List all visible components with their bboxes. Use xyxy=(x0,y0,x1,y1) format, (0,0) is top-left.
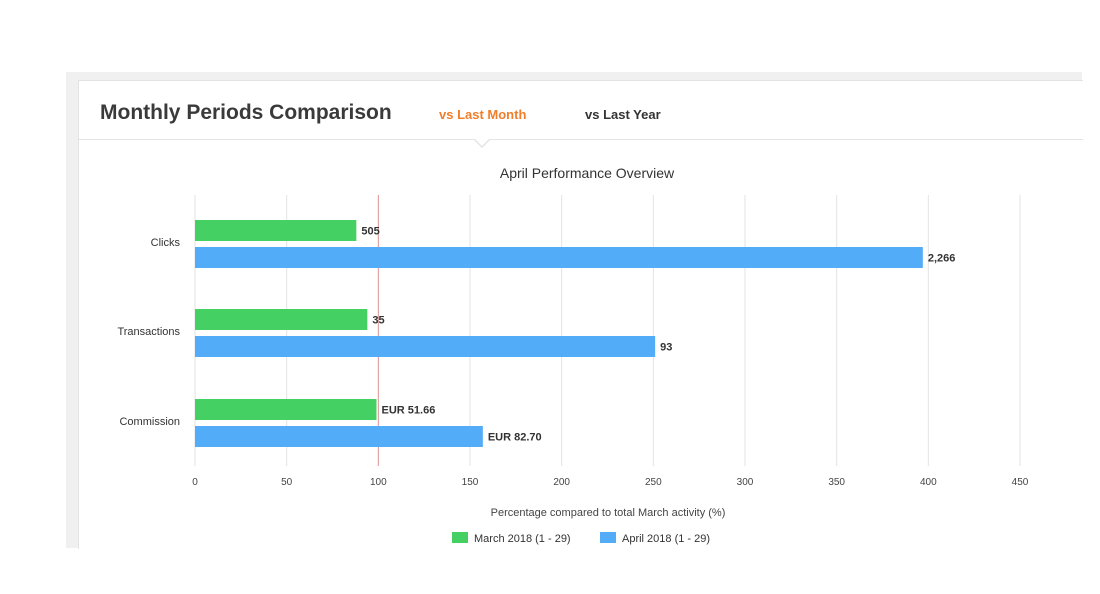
x-tick-label: 100 xyxy=(370,477,387,488)
card-title: Monthly Periods Comparison xyxy=(100,101,392,124)
bar-march xyxy=(195,220,357,241)
tab-vs-last-month[interactable]: vs Last Month xyxy=(439,107,527,122)
x-tick-label: 350 xyxy=(828,477,845,488)
tab-vs-last-year[interactable]: vs Last Year xyxy=(585,107,661,122)
x-tick-label: 300 xyxy=(737,477,754,488)
active-tab-pointer xyxy=(473,138,491,148)
x-tick-label: 250 xyxy=(645,477,662,488)
data-label: 93 xyxy=(660,342,672,354)
x-tick-label: 400 xyxy=(920,477,937,488)
chart-title: April Performance Overview xyxy=(500,165,675,181)
x-tick-label: 200 xyxy=(553,477,570,488)
x-tick-label: 150 xyxy=(462,477,479,488)
x-tick-label: 0 xyxy=(192,477,198,488)
legend: March 2018 (1 - 29) April 2018 (1 - 29) xyxy=(452,532,710,545)
legend-label: March 2018 (1 - 29) xyxy=(474,533,571,545)
legend-swatch xyxy=(452,532,468,543)
legend-swatch xyxy=(600,532,616,543)
bars xyxy=(195,220,923,447)
bar-april xyxy=(195,247,923,268)
bar-march xyxy=(195,399,377,420)
x-tick-label: 450 xyxy=(1012,477,1029,488)
category-label: Commission xyxy=(119,416,180,428)
data-label: 35 xyxy=(372,315,384,327)
card-header: Monthly Periods Comparison vs Last Month… xyxy=(79,81,1083,148)
category-label: Clicks xyxy=(151,237,181,249)
data-label: 505 xyxy=(361,226,379,238)
x-axis-label: Percentage compared to total March activ… xyxy=(491,507,726,519)
data-label: 2,266 xyxy=(928,253,956,265)
bar-april xyxy=(195,426,483,447)
data-label: EUR 82.70 xyxy=(488,432,542,444)
legend-label: April 2018 (1 - 29) xyxy=(622,533,710,545)
data-label: EUR 51.66 xyxy=(382,405,436,417)
labels: 0 50 100 150 200 250 300 350 400 450 Clicks 505 2,26… xyxy=(117,226,1028,489)
bar-april xyxy=(195,336,656,357)
x-tick-label: 50 xyxy=(281,477,293,488)
category-label: Transactions xyxy=(117,326,180,338)
bar-march xyxy=(195,309,368,330)
